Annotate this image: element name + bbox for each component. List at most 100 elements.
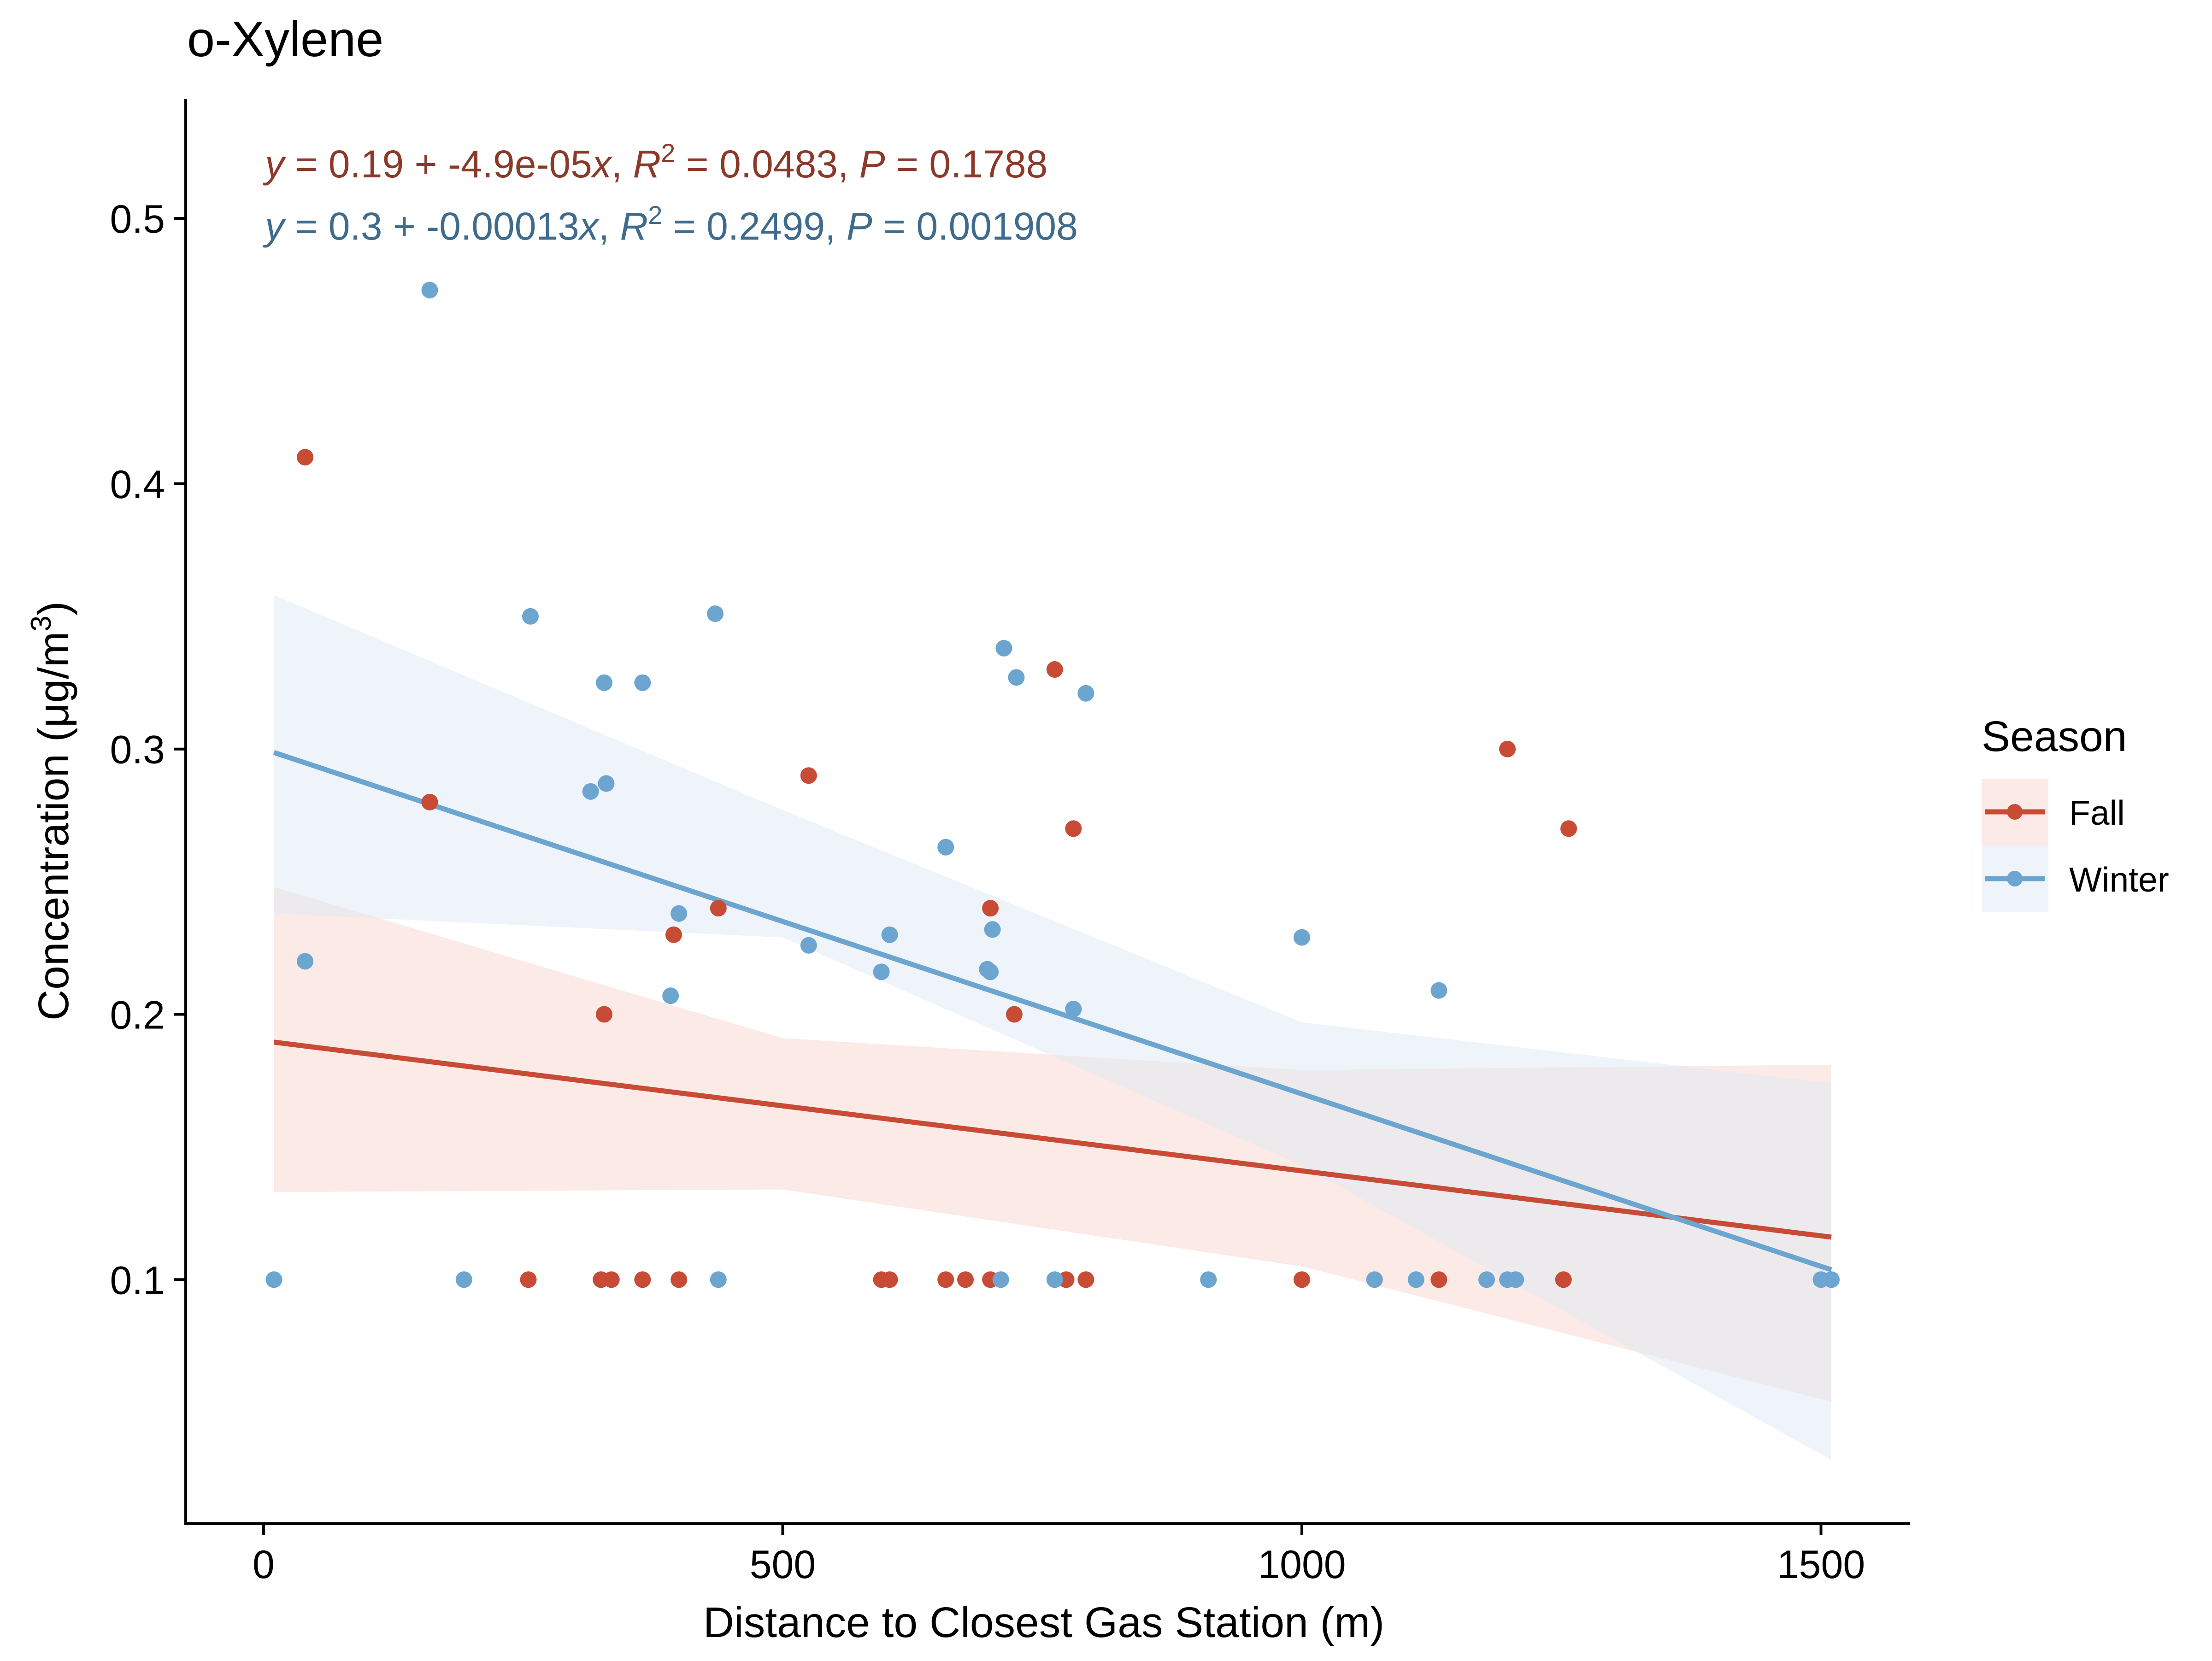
winter-data-point (873, 963, 890, 980)
winter-data-point (671, 905, 688, 922)
y-tick-label: 0.2 (110, 993, 165, 1037)
regression-lines (273, 750, 1832, 1273)
winter-data-point (297, 953, 314, 970)
fall-regression-line (273, 1039, 1832, 1240)
fall-data-point (1293, 1271, 1310, 1288)
winter-data-point (662, 987, 679, 1004)
fall-data-point (297, 449, 314, 466)
x-axis-title: Distance to Closest Gas Station (m) (703, 1598, 1384, 1646)
fall-data-point (634, 1271, 651, 1288)
winter-data-point (595, 674, 612, 691)
fall-data-point (520, 1271, 537, 1288)
fall-data-point (1065, 820, 1082, 837)
legend-label: Winter (2069, 860, 2169, 899)
winter-data-point (1478, 1271, 1495, 1288)
winter-eq-y: y (263, 205, 287, 248)
fall-r-val: = 0.0483, (675, 142, 859, 186)
winter-data-point (1077, 685, 1094, 702)
winter-data-point (800, 937, 817, 954)
fall-r: R (633, 142, 661, 186)
fall-data-point (595, 1006, 612, 1023)
winter-data-point (1008, 669, 1025, 686)
y-axis-ticks: 0.1 0.2 0.3 0.4 0.5 (110, 197, 186, 1303)
winter-regression-annotation: y = 0.3 + -0.00013x, R2 = 0.2499, P = 0.… (263, 200, 1078, 248)
winter-data-point (455, 1271, 472, 1288)
x-tick-label: 500 (750, 1543, 816, 1587)
winter-data-point (1366, 1271, 1383, 1288)
winter-data-point (1430, 982, 1447, 999)
fall-data-point (881, 1271, 898, 1288)
winter-data-point (710, 1271, 727, 1288)
x-tick-label: 0 (253, 1543, 275, 1587)
winter-data-point (881, 926, 898, 943)
winter-r: R (620, 205, 648, 248)
fall-eq-y: y (263, 142, 287, 186)
fall-p: P (859, 142, 885, 186)
axes (184, 99, 1910, 1525)
fall-data-point (421, 793, 438, 810)
winter-data-point (984, 921, 1001, 938)
legend: Season Fall Winter (1982, 712, 2169, 912)
y-axis-title-main: Concentration (μg/m (29, 632, 77, 1021)
fall-data-point (937, 1271, 954, 1288)
winter-p-val: = 0.001908 (872, 205, 1078, 248)
x-tick-label: 1500 (1777, 1543, 1865, 1587)
winter-data-point (1293, 929, 1310, 946)
winter-data-point (265, 1271, 282, 1288)
fall-data-point (1430, 1271, 1447, 1288)
fall-data-point (982, 900, 999, 917)
fall-data-point (1077, 1271, 1094, 1288)
legend-key-point (2007, 871, 2023, 886)
y-tick-label: 0.4 (110, 463, 165, 507)
chart-title: o-Xylene (187, 11, 383, 67)
winter-eq-rest: = 0.3 + -0.00013 (284, 205, 579, 248)
winter-eq-x: x (577, 205, 600, 248)
fall-data-point (1046, 661, 1063, 678)
y-tick-label: 0.5 (110, 197, 165, 241)
winter-data-point (1065, 1000, 1082, 1017)
x-tick-label: 1000 (1258, 1543, 1346, 1587)
winter-data-point (707, 605, 724, 622)
y-axis-title-superscript: 3 (25, 616, 57, 631)
winter-data-point (937, 839, 954, 856)
legend-item-fall: Fall (1982, 779, 2125, 845)
fall-eq-x: x (590, 142, 613, 186)
x-axis-ticks: 0 500 1000 1500 (253, 1524, 1865, 1587)
y-axis-title-close: ) (29, 601, 77, 616)
winter-data-point (1407, 1271, 1424, 1288)
legend-title: Season (1982, 712, 2127, 760)
winter-p: P (847, 205, 872, 248)
legend-entries: Fall Winter (1982, 779, 2169, 912)
winter-data-point (995, 640, 1012, 657)
y-tick-label: 0.1 (110, 1258, 165, 1303)
winter-r-sup: 2 (648, 200, 662, 229)
y-axis-title: Concentration (μg/m3) (25, 601, 77, 1021)
fall-data-point (665, 926, 682, 943)
winter-data-point (634, 674, 651, 691)
fall-data-point (1006, 1006, 1023, 1023)
regression-annotations: y = 0.19 + -4.9e-05x, R2 = 0.0483, P = 0… (263, 138, 1078, 248)
fall-data-point (603, 1271, 620, 1288)
fall-data-point (957, 1271, 974, 1288)
winter-r-val: = 0.2499, (662, 205, 846, 248)
y-tick-label: 0.3 (110, 728, 165, 772)
fall-regression-annotation: y = 0.19 + -4.9e-05x, R2 = 0.0483, P = 0… (263, 138, 1047, 186)
fall-data-point (710, 900, 727, 917)
winter-data-point (522, 608, 539, 625)
winter-data-point (582, 783, 599, 800)
fall-sep: , (612, 142, 633, 186)
winter-data-point (421, 282, 438, 299)
fall-eq-rest: = 0.19 + -4.9e-05 (284, 142, 592, 186)
winter-data-point (982, 963, 999, 980)
winter-regression-line (273, 750, 1832, 1273)
winter-data-point (1507, 1271, 1524, 1288)
winter-data-point (1046, 1271, 1063, 1288)
legend-item-winter: Winter (1982, 845, 2169, 912)
fall-p-val: = 0.1788 (885, 142, 1048, 186)
fall-data-point (1499, 740, 1516, 757)
legend-label: Fall (2069, 793, 2125, 832)
data-points (265, 282, 1840, 1288)
confidence-bands (274, 595, 1831, 1460)
